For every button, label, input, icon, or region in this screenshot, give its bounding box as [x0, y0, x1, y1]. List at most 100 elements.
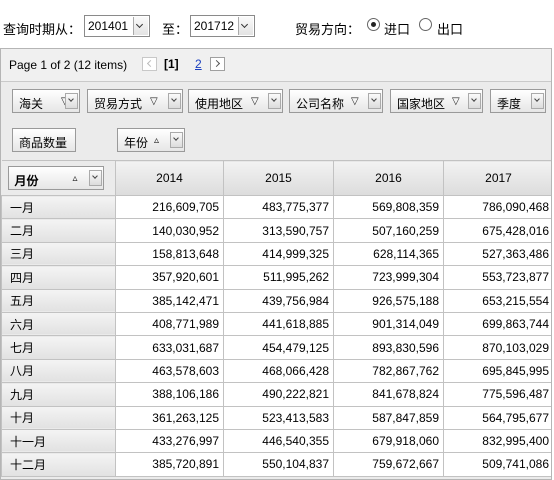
field-button-quarter[interactable]: 季度: [490, 89, 546, 113]
chevron-down-icon[interactable]: [238, 17, 253, 35]
value-cell: 675,428,016: [443, 218, 551, 243]
filter-dropdown-icon[interactable]: [368, 93, 381, 109]
filter-dropdown-icon[interactable]: [168, 93, 181, 109]
month-header[interactable]: 四月: [1, 265, 116, 290]
value-cell: 385,720,891: [115, 452, 224, 477]
value-cell: 550,104,837: [223, 452, 334, 477]
month-header[interactable]: 七月: [1, 335, 116, 360]
month-header[interactable]: 三月: [1, 241, 116, 267]
table-row: 一月 216,609,705 483,775,377 569,808,359 786,0…: [1, 194, 551, 220]
value-cell: 483,775,377: [223, 194, 334, 220]
month-header[interactable]: 十月: [1, 405, 116, 430]
value-cell: 569,808,359: [333, 194, 444, 220]
table-row: 十月 361,263,125 523,413,583 587,847,859 564,7…: [1, 405, 551, 430]
value-cell: 385,142,471: [115, 288, 224, 313]
year-header-row: 月份 ▵ 2014 2015 2016 2017: [1, 160, 551, 196]
year-header-2016[interactable]: 2016: [333, 160, 444, 196]
filter-dropdown-icon[interactable]: [531, 93, 544, 109]
year-header-2014[interactable]: 2014: [115, 160, 224, 196]
period-from-select[interactable]: 201401: [84, 15, 150, 37]
value-cell: 527,363,486: [443, 241, 551, 267]
month-header[interactable]: 二月: [1, 218, 116, 243]
table-row: 四月 357,920,601 511,995,262 723,999,304 553,7…: [1, 265, 551, 290]
field-label: 贸易方式: [94, 97, 143, 111]
period-to-value: 201712: [194, 19, 235, 33]
pager-info: Page 1 of 2 (12 items): [9, 58, 128, 72]
data-field-button[interactable]: 商品数量: [12, 128, 76, 152]
value-cell: 723,999,304: [333, 265, 444, 290]
year-header-2017[interactable]: 2017: [443, 160, 551, 196]
field-label: 国家地区: [397, 97, 446, 111]
value-cell: 313,590,757: [223, 218, 334, 243]
value-cell: 414,999,325: [223, 241, 334, 267]
value-cell: 628,114,365: [333, 241, 444, 267]
month-header[interactable]: 一月: [1, 194, 116, 220]
pager-page-2-link[interactable]: 2: [195, 57, 202, 71]
filter-dropdown-icon[interactable]: [468, 93, 481, 109]
value-cell: 361,263,125: [115, 405, 224, 430]
pivot-table: 月份 ▵ 2014 2015 2016 2017 一月 216,609,705 48…: [1, 160, 551, 477]
month-header[interactable]: 九月: [1, 382, 116, 407]
table-row: 三月 158,813,648 414,999,325 628,114,365 527,3…: [1, 241, 551, 267]
value-cell: 901,314,049: [333, 311, 444, 337]
radio-import[interactable]: [367, 18, 380, 31]
sort-icon: ▽: [452, 96, 460, 107]
field-label: 海关: [19, 97, 44, 111]
value-cell: 653,215,554: [443, 288, 551, 313]
field-button-company-name[interactable]: 公司名称 ▽: [289, 89, 383, 113]
sort-icon: ▽: [251, 96, 259, 107]
table-row: 五月 385,142,471 439,756,984 926,575,188 653,2…: [1, 288, 551, 313]
row-field-label: 月份: [14, 174, 39, 188]
filter-bar: 查询时期从： 201401 至： 201712 贸易方向： 进口 出口: [0, 0, 554, 48]
row-field-month-button[interactable]: 月份 ▵: [7, 166, 104, 190]
table-row: 二月 140,030,952 313,590,757 507,160,259 675,4…: [1, 218, 551, 243]
field-button-trade-mode[interactable]: 贸易方式 ▽: [87, 89, 183, 113]
column-field-label: 年份: [124, 136, 149, 150]
value-cell: 775,596,487: [443, 382, 551, 407]
data-field-label: 商品数量: [19, 136, 68, 150]
value-cell: 388,106,186: [115, 382, 224, 407]
period-from-value: 201401: [88, 19, 129, 33]
month-header[interactable]: 八月: [1, 358, 116, 384]
value-cell: 158,813,648: [115, 241, 224, 267]
period-to-select[interactable]: 201712: [190, 15, 255, 37]
value-cell: 433,276,997: [115, 428, 224, 454]
row-field-area: 月份 ▵: [1, 160, 116, 196]
chevron-down-icon[interactable]: [133, 17, 148, 35]
month-header[interactable]: 十一月: [1, 428, 116, 454]
field-button-country-region[interactable]: 国家地区 ▽: [390, 89, 483, 113]
period-to-label: 至：: [162, 22, 189, 37]
table-row: 七月 633,031,687 454,479,125 893,830,596 870,1…: [1, 335, 551, 360]
value-cell: 140,030,952: [115, 218, 224, 243]
value-cell: 841,678,824: [333, 382, 444, 407]
value-cell: 782,867,762: [333, 358, 444, 384]
radio-export-label[interactable]: 出口: [437, 22, 464, 37]
field-button-customs[interactable]: 海关 ▽: [12, 89, 80, 113]
radio-import-label[interactable]: 进口: [384, 22, 411, 37]
sort-icon: ▽: [150, 96, 158, 107]
pager-next-icon[interactable]: [210, 57, 225, 71]
value-cell: 509,741,086: [443, 452, 551, 477]
value-cell: 511,995,262: [223, 265, 334, 290]
value-cell: 441,618,885: [223, 311, 334, 337]
value-cell: 759,672,667: [333, 452, 444, 477]
value-cell: 408,771,989: [115, 311, 224, 337]
month-header[interactable]: 六月: [1, 311, 116, 337]
filter-dropdown-icon[interactable]: [170, 132, 183, 148]
year-header-2015[interactable]: 2015: [223, 160, 334, 196]
column-field-year-button[interactable]: 年份 ▵: [117, 128, 185, 152]
table-row: 十二月 385,720,891 550,104,837 759,672,667 509,…: [1, 452, 551, 477]
month-header[interactable]: 十二月: [1, 452, 116, 477]
sort-ascending-icon: ▵: [154, 135, 160, 146]
filter-dropdown-icon[interactable]: [268, 93, 281, 109]
filter-dropdown-icon[interactable]: [65, 93, 78, 109]
month-header[interactable]: 五月: [1, 288, 116, 313]
value-cell: 463,578,603: [115, 358, 224, 384]
field-button-usage-region[interactable]: 使用地区 ▽: [188, 89, 283, 113]
value-cell: 446,540,355: [223, 428, 334, 454]
filter-dropdown-icon[interactable]: [88, 170, 102, 186]
value-cell: 695,845,995: [443, 358, 551, 384]
value-cell: 679,918,060: [333, 428, 444, 454]
radio-export[interactable]: [419, 18, 432, 31]
value-cell: 490,222,821: [223, 382, 334, 407]
